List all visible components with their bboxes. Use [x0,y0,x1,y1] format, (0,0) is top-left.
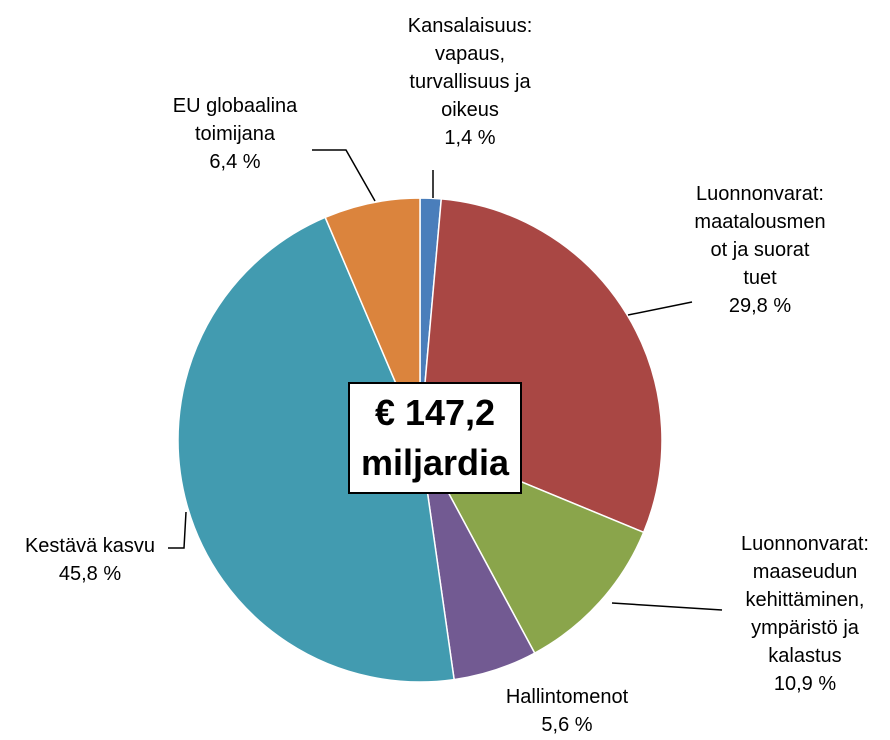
leader-line [611,602,723,611]
leader-line [312,149,376,202]
center-label: € 147,2 miljardia [348,382,522,494]
leader-line [168,511,187,549]
category-label: Kestävä kasvu [24,535,156,557]
leader-line [627,301,693,316]
slice-label: Hallintomenot 5,6 % [506,683,628,739]
value-label: 1,4 % [444,127,496,149]
category-label: Hallintomenot [505,686,629,708]
value-label: 45,8 % [58,563,122,585]
slice-label: Kansalaisuus: vapaus, turvallisuus ja oi… [408,12,533,152]
value-label: 29,8 % [728,295,792,317]
pie-slice [177,216,455,683]
pie-slice [324,197,421,441]
category-label: Luonnonvarat: maaseudun kehittäminen, ym… [741,533,869,667]
slice-label: Luonnonvarat: maaseudun kehittäminen, ym… [741,530,869,698]
category-label: Kansalaisuus: vapaus, turvallisuus ja oi… [407,15,533,121]
category-label: Luonnonvarat: maatalousmen ot ja suorat … [694,183,826,289]
category-label: EU globaalina toimijana [172,95,298,145]
slice-label: Kestävä kasvu 45,8 % [25,532,155,588]
value-label: 5,6 % [541,714,593,736]
value-label: 6,4 % [209,151,261,173]
slice-label: Luonnonvarat: maatalousmen ot ja suorat … [694,180,825,320]
slice-label: EU globaalina toimijana 6,4 % [173,92,298,176]
value-label: 10,9 % [773,673,837,695]
